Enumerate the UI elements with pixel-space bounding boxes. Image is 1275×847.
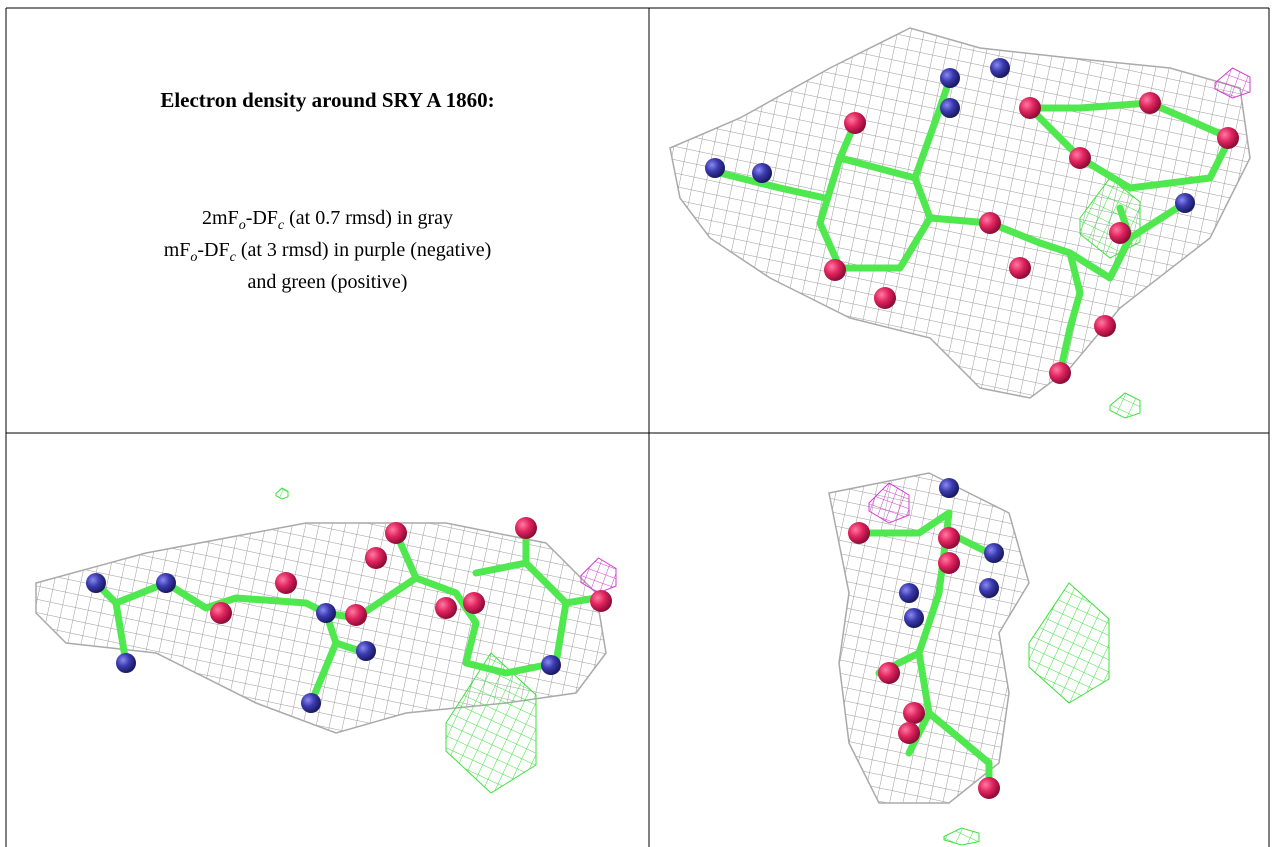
oxygen-atom: [1069, 147, 1091, 169]
subscript: o: [239, 218, 246, 233]
oxygen-atom: [898, 722, 920, 744]
nitrogen-atom: [541, 655, 561, 675]
oxygen-atom: [824, 259, 846, 281]
oxygen-atom: [275, 572, 297, 594]
panel-title: Electron density around SRY A 1860:: [6, 88, 649, 113]
oxygen-atom: [463, 592, 485, 614]
text: mF: [164, 239, 191, 261]
positive-density: [1029, 583, 1109, 703]
oxygen-atom: [1217, 127, 1239, 149]
text: -DF: [246, 207, 278, 229]
oxygen-atom: [1109, 222, 1131, 244]
text: and green (positive): [248, 271, 408, 293]
nitrogen-atom: [940, 98, 960, 118]
nitrogen-atom: [356, 641, 376, 661]
nitrogen-atom: [752, 163, 772, 183]
molecule-view: [670, 28, 1250, 418]
figure: [0, 0, 1275, 847]
nitrogen-atom: [1175, 193, 1195, 213]
oxygen-atom: [435, 597, 457, 619]
text: (at 0.7 rmsd) in gray: [284, 207, 453, 229]
nitrogen-atom: [979, 578, 999, 598]
oxygen-atom: [515, 517, 537, 539]
positive-density: [276, 488, 288, 499]
caption-line: and green (positive): [6, 270, 649, 295]
nitrogen-atom: [301, 693, 321, 713]
oxygen-atom: [848, 522, 870, 544]
nitrogen-atom: [156, 573, 176, 593]
oxygen-atom: [365, 547, 387, 569]
nitrogen-atom: [899, 583, 919, 603]
nitrogen-atom: [86, 573, 106, 593]
oxygen-atom: [979, 212, 1001, 234]
oxygen-atom: [874, 287, 896, 309]
text: -DF: [197, 239, 229, 261]
nitrogen-atom: [939, 478, 959, 498]
oxygen-atom: [1139, 92, 1161, 114]
nitrogen-atom: [940, 68, 960, 88]
caption: 2mFo-DFc (at 0.7 rmsd) in gray mFo-DFc (…: [6, 206, 649, 295]
nitrogen-atom: [990, 58, 1010, 78]
oxygen-atom: [385, 522, 407, 544]
positive-density: [1110, 393, 1140, 418]
oxygen-atom: [938, 527, 960, 549]
oxygen-atom: [978, 777, 1000, 799]
molecule-view: [36, 488, 616, 793]
oxygen-atom: [1049, 362, 1071, 384]
oxygen-atom: [345, 604, 367, 626]
oxygen-atom: [1019, 97, 1041, 119]
text: (at 3 rmsd) in purple (negative): [236, 239, 491, 261]
oxygen-atom: [1009, 257, 1031, 279]
text: 2mF: [202, 207, 239, 229]
molecule-view: [829, 473, 1109, 845]
oxygen-atom: [903, 702, 925, 724]
nitrogen-atom: [984, 543, 1004, 563]
nitrogen-atom: [705, 158, 725, 178]
oxygen-atom: [590, 590, 612, 612]
nitrogen-atom: [116, 653, 136, 673]
oxygen-atom: [1094, 315, 1116, 337]
oxygen-atom: [878, 662, 900, 684]
oxygen-atom: [938, 552, 960, 574]
page: Electron density around SRY A 1860: 2mFo…: [0, 0, 1275, 847]
oxygen-atom: [210, 602, 232, 624]
oxygen-atom: [844, 112, 866, 134]
nitrogen-atom: [904, 608, 924, 628]
caption-line: mFo-DFc (at 3 rmsd) in purple (negative): [6, 238, 649, 270]
nitrogen-atom: [316, 603, 336, 623]
positive-density: [944, 828, 979, 845]
caption-line: 2mFo-DFc (at 0.7 rmsd) in gray: [6, 206, 649, 238]
